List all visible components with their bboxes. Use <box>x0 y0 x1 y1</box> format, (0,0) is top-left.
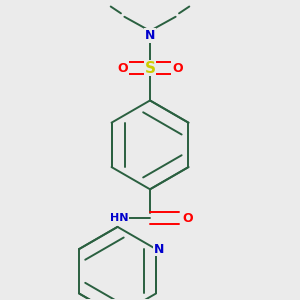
Text: N: N <box>154 243 164 256</box>
Text: S: S <box>145 61 155 76</box>
Text: O: O <box>182 212 193 225</box>
Text: N: N <box>145 29 155 42</box>
Text: O: O <box>117 61 128 74</box>
Text: HN: HN <box>110 213 128 223</box>
Text: O: O <box>172 61 183 74</box>
